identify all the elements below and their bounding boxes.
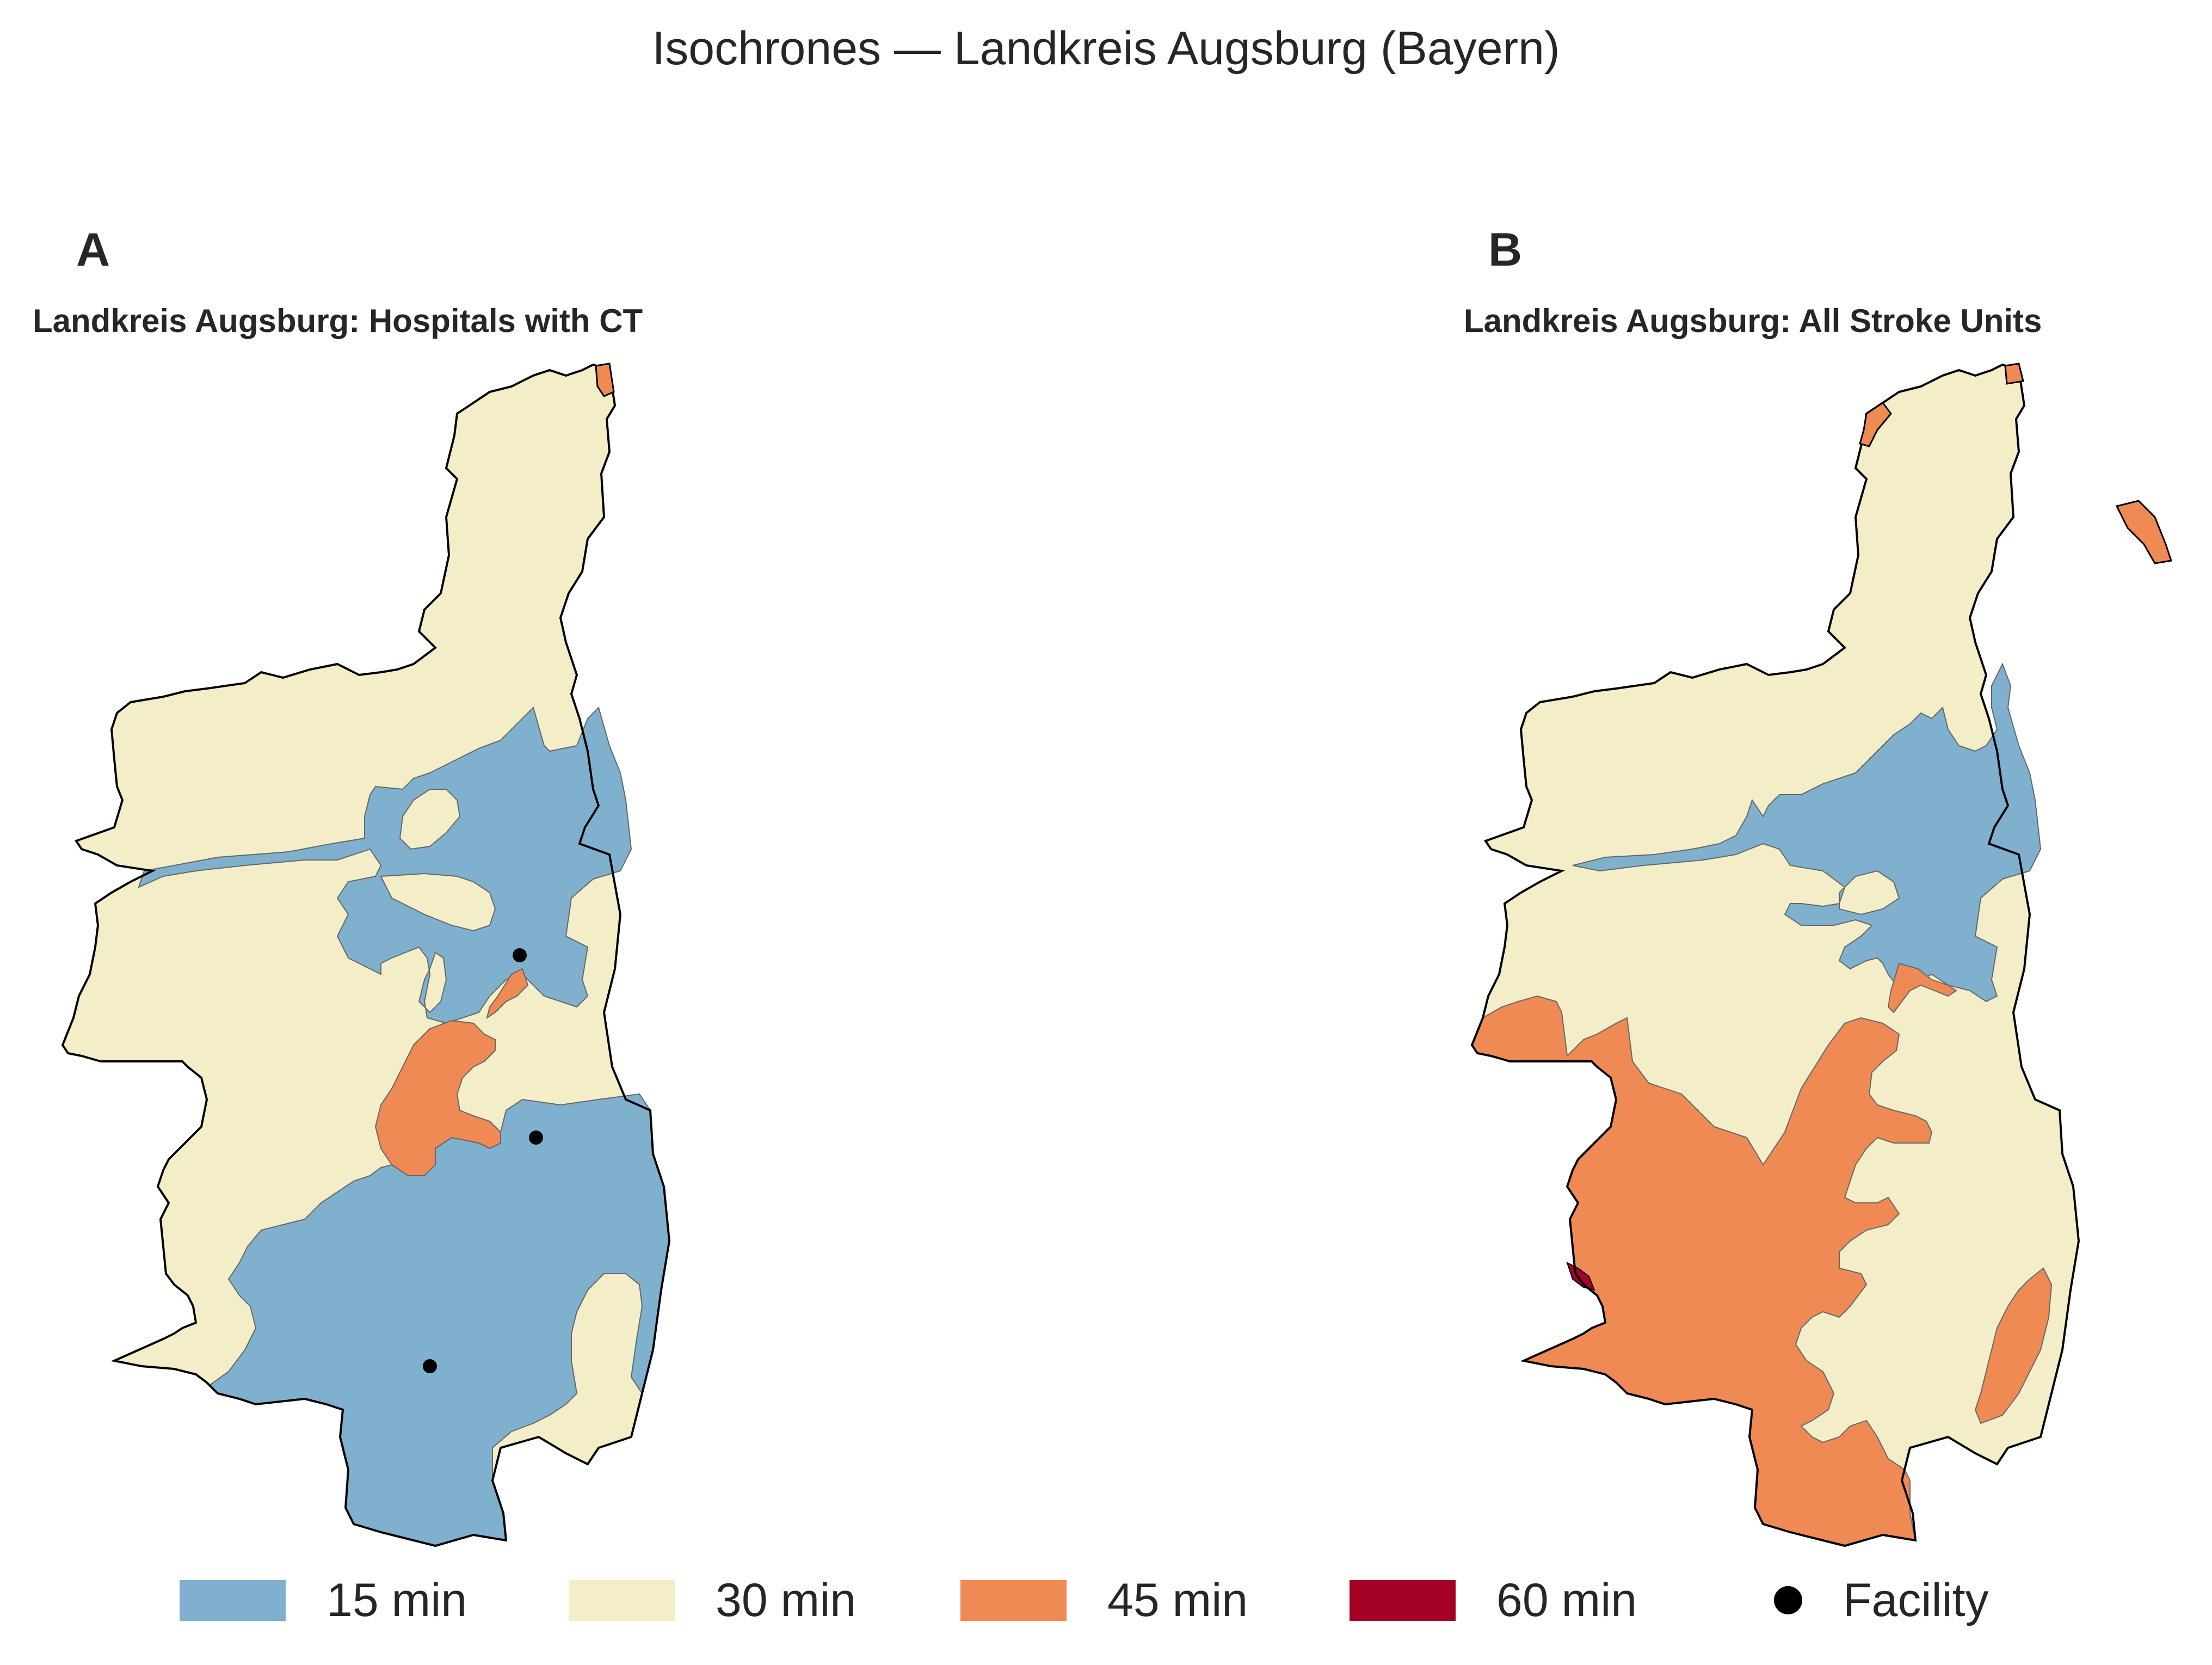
legend-label-30: 30 min xyxy=(716,1574,857,1626)
legend-label-facility: Facility xyxy=(1843,1574,1989,1626)
map-panel-a xyxy=(61,363,671,1547)
legend-item-45: 45 min xyxy=(960,1568,1248,1633)
legend-swatch-60 xyxy=(1350,1580,1456,1621)
legend-swatch-45 xyxy=(960,1580,1067,1621)
legend-label-45: 45 min xyxy=(1107,1574,1248,1626)
district-outline-a xyxy=(61,363,671,1547)
isochrone-45-ne-tip-a xyxy=(595,363,615,397)
district-outline-b xyxy=(1470,363,2080,1547)
panel-b-letter: B xyxy=(1488,224,1523,276)
isochrone-15-core-b xyxy=(1572,662,2042,1003)
isochrone-45-north-tip-b xyxy=(2004,363,2024,385)
legend-item-15: 15 min xyxy=(180,1568,467,1633)
isochrone-45-ne-edge-b xyxy=(2115,500,2172,564)
panel-a-letter: A xyxy=(76,224,110,276)
facility-marker xyxy=(529,1131,543,1145)
legend: 15 min 30 min 45 min 60 min Facility xyxy=(0,1568,2212,1633)
figure-title: Isochrones — Landkreis Augsburg (Bayern) xyxy=(652,22,1560,75)
facility-marker xyxy=(513,948,527,962)
panel-a-title: Landkreis Augsburg: Hospitals with CT xyxy=(33,303,643,339)
legend-swatch-30 xyxy=(569,1580,675,1621)
legend-label-60: 60 min xyxy=(1496,1574,1637,1626)
map-panel-b xyxy=(1470,363,2172,1547)
isochrone-15-north-a xyxy=(138,706,632,1024)
legend-item-30: 30 min xyxy=(569,1568,856,1633)
legend-label-15: 15 min xyxy=(326,1574,467,1626)
facility-dot-icon xyxy=(1774,1586,1802,1614)
legend-item-facility: Facility xyxy=(1736,1568,1989,1633)
legend-item-60: 60 min xyxy=(1350,1568,1637,1633)
panel-b-title: Landkreis Augsburg: All Stroke Units xyxy=(1464,303,2042,339)
facility-marker xyxy=(423,1359,437,1373)
legend-swatch-15 xyxy=(180,1580,286,1621)
isochrone-45-nw-edge-b xyxy=(1859,401,1892,447)
